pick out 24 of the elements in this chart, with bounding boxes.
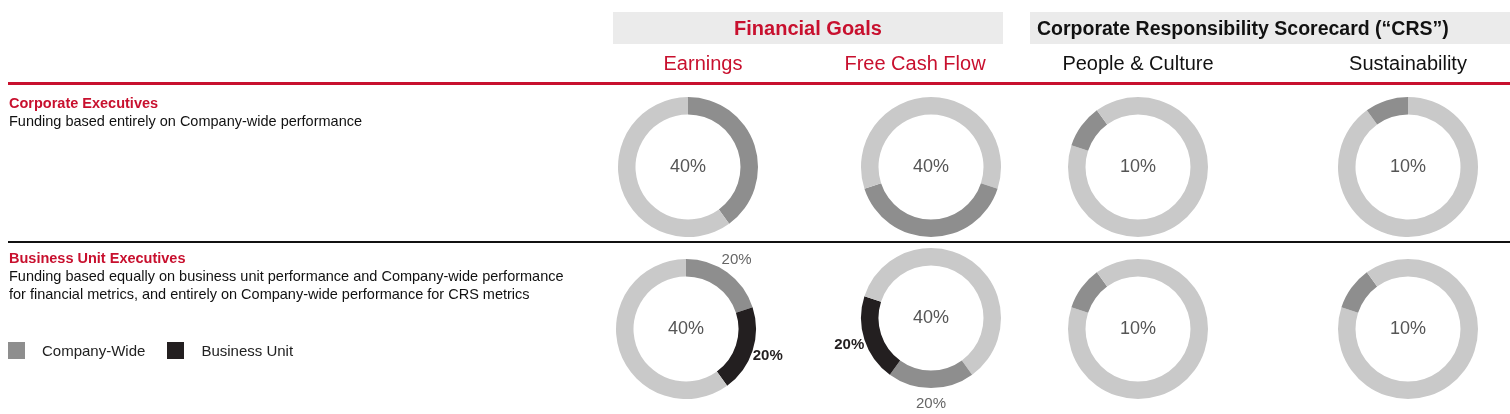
chart-title: Sustainability [1348, 52, 1468, 75]
text: 10% [1389, 317, 1427, 338]
chart-title: Free Cash Flow [843, 52, 987, 75]
chart-title: People & Culture [1061, 52, 1215, 75]
chart-title: Earnings [662, 52, 744, 75]
text: Financial Goals [613, 12, 1003, 44]
data-label: 20% [834, 334, 865, 352]
text: Corporate Responsibility Scorecard (“CRS”) [1030, 12, 1510, 44]
data-label: 20% [752, 345, 783, 363]
text: Business Unit Executives [9, 249, 187, 267]
text: 40% [669, 155, 707, 176]
text: Corporate Executives [9, 94, 160, 112]
text: 40% [667, 317, 705, 338]
text: 10% [1119, 317, 1157, 338]
text: Funding based entirely on Company-wide performance [9, 112, 364, 130]
legend-label: Company-Wide [42, 342, 146, 359]
data-label: 20% [721, 249, 752, 267]
text: 10% [1119, 155, 1157, 176]
text: 10% [1389, 155, 1427, 176]
text: 40% [912, 155, 950, 176]
text: Funding based equally on business unit performance and Company-wide performance for financial metrics, and entirely on Company-wide performance for CRS metrics [9, 267, 565, 303]
legend-label: Business Unit [201, 342, 294, 359]
text: 40% [912, 306, 950, 327]
data-label: 20% [915, 394, 947, 412]
